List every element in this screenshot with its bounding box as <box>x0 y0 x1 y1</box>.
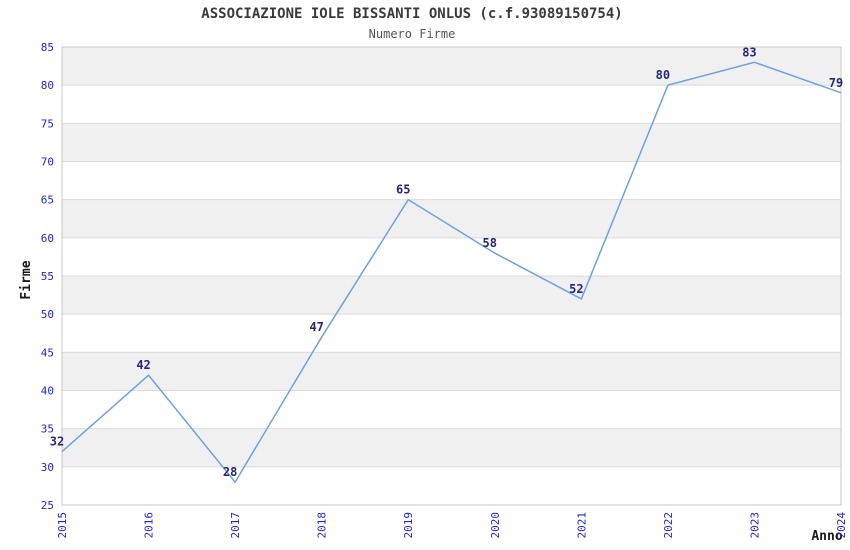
x-axis-title: Anno <box>811 529 843 544</box>
y-tick-label: 80 <box>41 79 54 92</box>
y-tick-label: 60 <box>41 232 54 245</box>
plot-band <box>62 428 841 467</box>
x-tick-label: 2023 <box>748 512 761 539</box>
x-tick-label: 2018 <box>316 512 329 539</box>
data-point-label: 47 <box>309 320 323 334</box>
data-point-label: 52 <box>569 282 583 296</box>
x-tick-label: 2015 <box>56 512 69 539</box>
y-tick-label: 40 <box>41 385 54 398</box>
data-point-label: 65 <box>396 183 410 197</box>
chart-subtitle: Numero Firme <box>368 27 456 41</box>
chart-title: ASSOCIAZIONE IOLE BISSANTI ONLUS (c.f.93… <box>201 6 623 22</box>
y-tick-label: 25 <box>41 499 54 512</box>
y-tick-label: 85 <box>41 41 54 54</box>
data-point-label: 79 <box>829 76 843 90</box>
x-tick-label: 2022 <box>662 512 675 539</box>
plot-band <box>62 123 841 162</box>
data-point-label: 32 <box>50 435 64 449</box>
y-tick-label: 50 <box>41 308 54 321</box>
y-tick-label: 75 <box>41 117 54 130</box>
plot-border <box>61 46 842 506</box>
y-tick-label: 45 <box>41 346 54 359</box>
data-point-label: 28 <box>223 465 237 479</box>
x-tick-label: 2021 <box>575 512 588 539</box>
data-line <box>61 61 842 484</box>
plot-band <box>62 276 841 315</box>
x-tick-label: 2019 <box>402 512 415 539</box>
plot-band <box>62 47 841 86</box>
x-tick-label: 2016 <box>143 512 156 539</box>
plot-band <box>62 352 841 391</box>
y-tick-label: 65 <box>41 194 54 207</box>
data-point-label: 42 <box>136 358 150 372</box>
data-point-label: 80 <box>656 68 670 82</box>
x-tick-label: 2017 <box>229 512 242 539</box>
y-tick-label: 30 <box>41 461 54 474</box>
y-tick-label: 35 <box>41 423 54 436</box>
plot-band <box>62 199 841 238</box>
x-tick-label: 2024 <box>835 512 848 539</box>
y-tick-label: 55 <box>41 270 54 283</box>
y-tick-label: 70 <box>41 156 54 169</box>
data-point-label: 58 <box>483 236 497 250</box>
data-point-label: 83 <box>742 45 756 59</box>
x-tick-label: 2020 <box>489 512 502 539</box>
